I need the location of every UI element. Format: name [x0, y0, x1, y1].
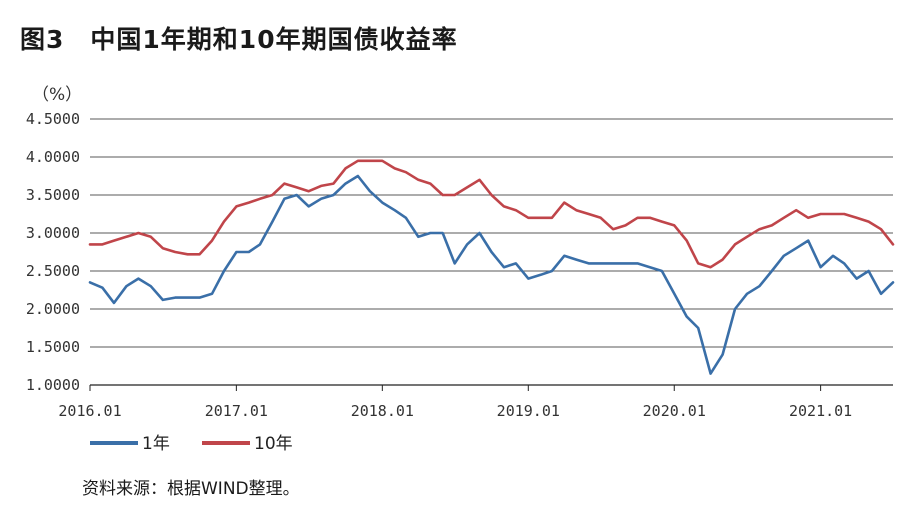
x-tick-label: 2019.01: [497, 402, 560, 420]
figure-number: 图3: [20, 25, 65, 54]
legend: 1年 10年: [90, 434, 293, 454]
y-tick-label: 2.0000: [26, 300, 80, 318]
y-tick-label: 3.0000: [26, 224, 80, 242]
y-tick-label: 2.5000: [26, 262, 80, 280]
y-tick-label: 3.5000: [26, 186, 80, 204]
series-line-10y: [88, 159, 895, 269]
x-tick-label: 2018.01: [351, 402, 414, 420]
legend-label: 10年: [254, 434, 293, 454]
y-tick-label: 1.0000: [26, 376, 80, 394]
y-axis-unit-label: （%）: [32, 85, 82, 105]
chart-title: 图3 中国1年期和10年期国债收益率: [20, 20, 458, 56]
y-tick-label: 1.5000: [26, 338, 80, 356]
x-tick-label: 2020.01: [643, 402, 706, 420]
series-lines: [88, 159, 895, 375]
legend-label: 1年: [142, 434, 170, 454]
x-tick-label: 2021.01: [789, 402, 852, 420]
figure-title-text: 中国1年期和10年期国债收益率: [90, 25, 458, 54]
x-tick-label: 2016.01: [58, 402, 121, 420]
y-tick-label: 4.0000: [26, 148, 80, 166]
x-axis: 2016.01 2017.01 2018.01 2019.01 2020.01 2021.…: [58, 385, 852, 420]
y-axis: 1.0000 1.5000 2.0000 2.5000 3.0000 3.5000 4.00…: [26, 85, 82, 394]
x-tick-label: 2017.01: [205, 402, 268, 420]
data-source-note: 资料来源：根据WIND整理。: [82, 479, 300, 499]
y-tick-label: 4.5000: [26, 110, 80, 128]
grid-lines: [90, 118, 893, 386]
series-line-1y: [88, 174, 895, 375]
